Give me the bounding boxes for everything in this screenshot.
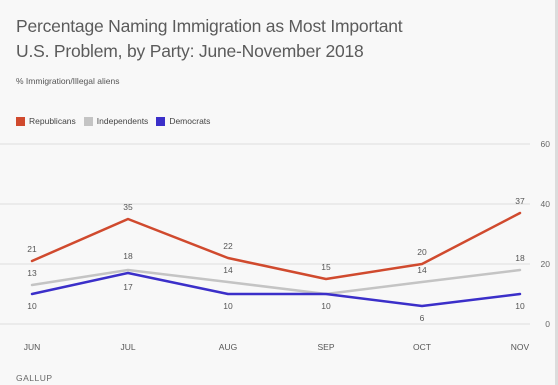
x-tick-label-jun: JUN xyxy=(24,342,41,352)
legend-swatch-republicans xyxy=(16,116,25,126)
data-label-republicans-jul: 35 xyxy=(123,202,133,212)
legend-item-republicans: Republicans xyxy=(16,116,76,126)
data-label-republicans-oct: 20 xyxy=(417,247,427,257)
chart-subtitle: % Immigration/Illegal aliens xyxy=(16,76,120,86)
data-label-independents-aug: 14 xyxy=(223,265,233,275)
data-label-republicans-sep: 15 xyxy=(321,262,331,272)
legend-swatch-independents xyxy=(83,116,93,126)
legend: Republicans Independents Democrats xyxy=(16,116,218,126)
data-label-republicans-jun: 21 xyxy=(27,244,37,254)
data-label-democrats-jun: 10 xyxy=(27,301,37,311)
data-label-independents-jul: 18 xyxy=(123,251,133,261)
series-line-republicans xyxy=(30,211,522,281)
data-label-independents-nov: 18 xyxy=(515,253,525,263)
x-tick-label-oct: OCT xyxy=(413,342,431,352)
x-tick-label-aug: AUG xyxy=(219,342,237,352)
legend-item-democrats: Democrats xyxy=(156,116,210,126)
legend-label-republicans: Republicans xyxy=(29,116,76,126)
x-tick-label-sep: SEP xyxy=(317,342,334,352)
data-label-republicans-nov: 37 xyxy=(515,196,525,206)
data-label-democrats-aug: 10 xyxy=(223,301,233,311)
legend-label-democrats: Democrats xyxy=(169,116,211,126)
series-line-independents xyxy=(30,268,522,296)
data-label-democrats-sep: 10 xyxy=(321,301,331,311)
y-tick-label-60: 60 xyxy=(541,139,551,149)
data-label-republicans-aug: 22 xyxy=(223,241,233,251)
data-label-democrats-jul: 17 xyxy=(123,282,133,292)
legend-label-independents: Independents xyxy=(96,116,149,126)
data-label-independents-jun: 13 xyxy=(27,268,37,278)
y-tick-label-20: 20 xyxy=(541,259,551,269)
legend-item-independents: Independents xyxy=(83,116,149,126)
data-label-independents-oct: 14 xyxy=(417,265,427,275)
series-line-democrats xyxy=(30,271,522,308)
legend-swatch-democrats xyxy=(156,116,166,126)
data-label-democrats-nov: 10 xyxy=(515,301,525,311)
x-tick-label-nov: NOV xyxy=(511,342,530,352)
chart-title: Percentage Naming Immigration as Most Im… xyxy=(16,16,403,61)
y-tick-label-40: 40 xyxy=(541,199,551,209)
data-label-democrats-oct: 6 xyxy=(420,313,425,323)
source-label: GALLUP xyxy=(16,373,53,383)
y-tick-label-0: 0 xyxy=(545,319,550,329)
x-tick-label-jul: JUL xyxy=(120,342,135,352)
